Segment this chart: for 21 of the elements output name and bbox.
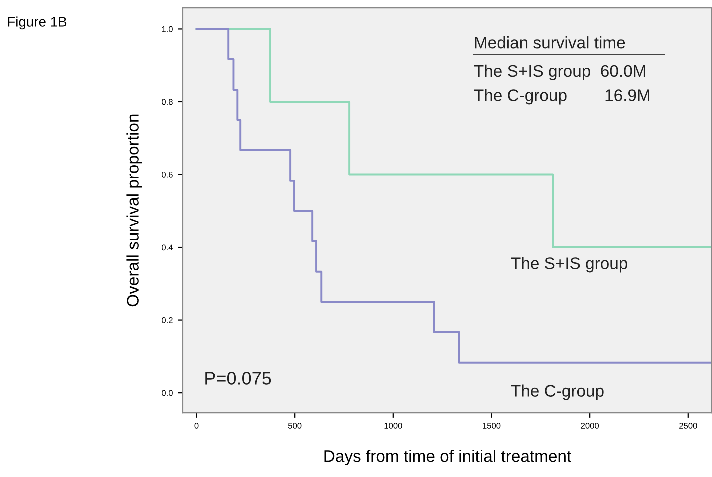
annotation: P=0.075 bbox=[206, 372, 272, 385]
x-tick-label: 2000 bbox=[581, 423, 600, 429]
y-tick-label: 0.0 bbox=[162, 390, 173, 396]
y-tick-label: 0.4 bbox=[162, 244, 174, 251]
text: Figure 1B bbox=[8, 16, 67, 30]
annotation: The C-group 16.9M bbox=[474, 89, 650, 105]
y-tick-label: 0.8 bbox=[162, 99, 173, 106]
y-tick-label: 0.6 bbox=[162, 172, 173, 178]
x-tick-label: 1000 bbox=[384, 423, 402, 429]
series-label: The S+IS group bbox=[511, 257, 628, 273]
x-tick-label: 0 bbox=[194, 423, 199, 429]
annotation: The S+IS group 60.0M bbox=[474, 64, 646, 80]
series-label: The C-group bbox=[511, 384, 604, 400]
annotation: Median survival time bbox=[475, 36, 626, 49]
y-tick-label: 1.0 bbox=[162, 26, 173, 32]
x-axis-title: Days from time of initial treatment bbox=[324, 450, 572, 466]
x-tick-label: 1500 bbox=[483, 423, 501, 429]
y-tick-label: 0.2 bbox=[162, 318, 173, 324]
x-tick-label: 2500 bbox=[680, 423, 698, 429]
y-axis-title: Overall survival proportion bbox=[126, 114, 142, 307]
x-tick-label: 500 bbox=[288, 423, 302, 429]
